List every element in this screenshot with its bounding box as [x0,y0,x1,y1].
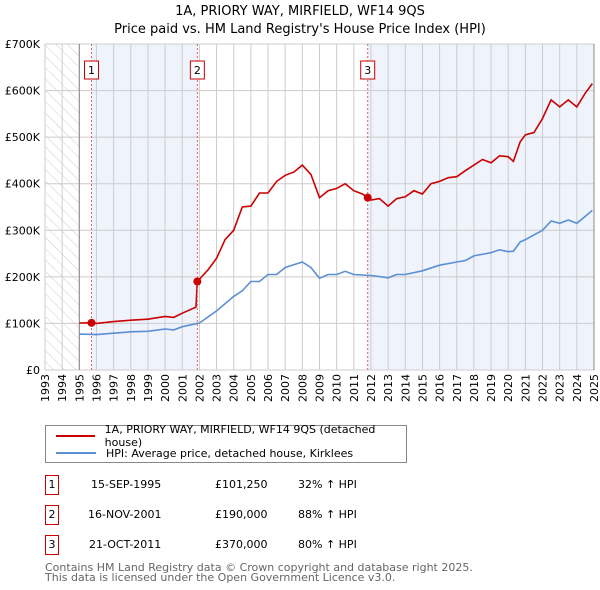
legend-label-hpi: HPI: Average price, detached house, Kirk… [106,446,354,460]
transaction-number: 2 [45,505,59,525]
transaction-hpi: 88% ↑ HPI [298,508,357,521]
y-tick-label: £100K [5,317,41,330]
x-tick-label: 1997 [108,374,121,402]
sale-point [87,318,96,327]
transaction-date: 16-NOV-2001 [88,508,162,521]
x-tick-label: 1994 [56,374,69,402]
x-tick-label: 2019 [485,374,498,402]
footer-copyright: Contains HM Land Registry data © Crown c… [45,561,473,574]
x-tick-label: 2016 [434,374,447,402]
x-tick-label: 1998 [125,374,138,402]
sale-label-box [83,60,99,80]
transaction-price: £101,250 [215,478,268,491]
legend-swatch-hpi [56,452,96,454]
chart-subtitle: Price paid vs. HM Land Registry's House … [114,22,486,37]
legend-item-property: 1A, PRIORY WAY, MIRFIELD, WF14 9QS (deta… [56,423,406,449]
sale-label-box [360,60,376,80]
price-chart: 1993 1994 1995 1996 1997 1998 1999 2000 2001 2002… [5,38,600,402]
legend-item-hpi: HPI: Average price, detached house, Kirk… [56,445,353,461]
x-tick-label: 2015 [416,374,429,402]
transaction-row: 1 15-SEP-1995 £101,250 32% ↑ HPI [45,475,465,495]
x-tick-label: 2000 [159,374,172,402]
x-tick-label: 2024 [571,374,584,402]
x-tick-label: 2022 [537,374,550,402]
transaction-date: 21-OCT-2011 [89,538,162,551]
x-tick-label: 2004 [228,374,241,402]
x-tick-label: 2010 [331,374,344,402]
transaction-price: £370,000 [215,538,268,551]
x-tick-label: 2021 [519,374,532,402]
sale-label-box [189,60,205,80]
series-line [79,209,593,336]
legend-label-property: 1A, PRIORY WAY, MIRFIELD, WF14 9QS (deta… [104,423,376,449]
x-tick-label: 1999 [142,374,155,402]
x-tick-label: 2001 [176,374,189,402]
x-tick-label: 2006 [262,374,275,402]
x-tick-label: 2011 [348,374,361,402]
y-tick-label: £600K [5,85,41,98]
x-tick-label: 2009 [314,374,327,402]
series-line [79,83,593,325]
transaction-row: 3 21-OCT-2011 £370,000 80% ↑ HPI [45,535,465,555]
x-tick-label: 2013 [382,374,395,402]
x-tick-label: 2002 [193,374,206,402]
y-tick-label: £200K [5,271,41,284]
x-tick-label: 2012 [365,374,378,402]
y-tick-label: £500K [5,131,41,144]
x-tick-label: 1993 [39,374,52,402]
sale-label: 3 [364,64,371,77]
x-tick-label: 2014 [399,374,412,402]
ownership-shade [91,44,198,370]
x-tick-label: 2020 [502,374,515,402]
x-tick-label: 2017 [451,374,464,402]
transaction-hpi: 32% ↑ HPI [298,478,357,491]
footer-licence: This data is licensed under the Open Gov… [45,571,396,584]
sale-label: 1 [88,64,95,77]
transaction-number: 1 [45,475,59,495]
transaction-number: 3 [45,535,59,555]
y-tick-label: £700K [5,38,41,51]
x-tick-label: 2008 [296,374,309,402]
transaction-row: 2 16-NOV-2001 £190,000 88% ↑ HPI [45,505,465,525]
x-tick-label: 1995 [73,374,86,402]
x-tick-label: 2007 [279,374,292,402]
transaction-date: 15-SEP-1995 [91,478,162,491]
y-tick-label: £0 [26,364,40,377]
y-tick-label: £400K [5,178,41,191]
transaction-hpi: 80% ↑ HPI [298,538,357,551]
sale-point [193,277,202,286]
legend-swatch-property [56,435,95,437]
sale-point [363,193,372,202]
x-tick-label: 2003 [211,374,224,402]
x-tick-label: 2025 [588,374,600,402]
transaction-price: £190,000 [215,508,268,521]
x-tick-label: 1996 [90,374,103,402]
sale-label: 2 [194,64,201,77]
legend: 1A, PRIORY WAY, MIRFIELD, WF14 9QS (deta… [45,423,407,463]
y-tick-label: £300K [5,224,41,237]
x-tick-label: 2005 [245,374,258,402]
x-tick-label: 2018 [468,374,481,402]
x-tick-label: 2023 [554,374,567,402]
chart-title: 1A, PRIORY WAY, MIRFIELD, WF14 9QS [175,4,425,19]
